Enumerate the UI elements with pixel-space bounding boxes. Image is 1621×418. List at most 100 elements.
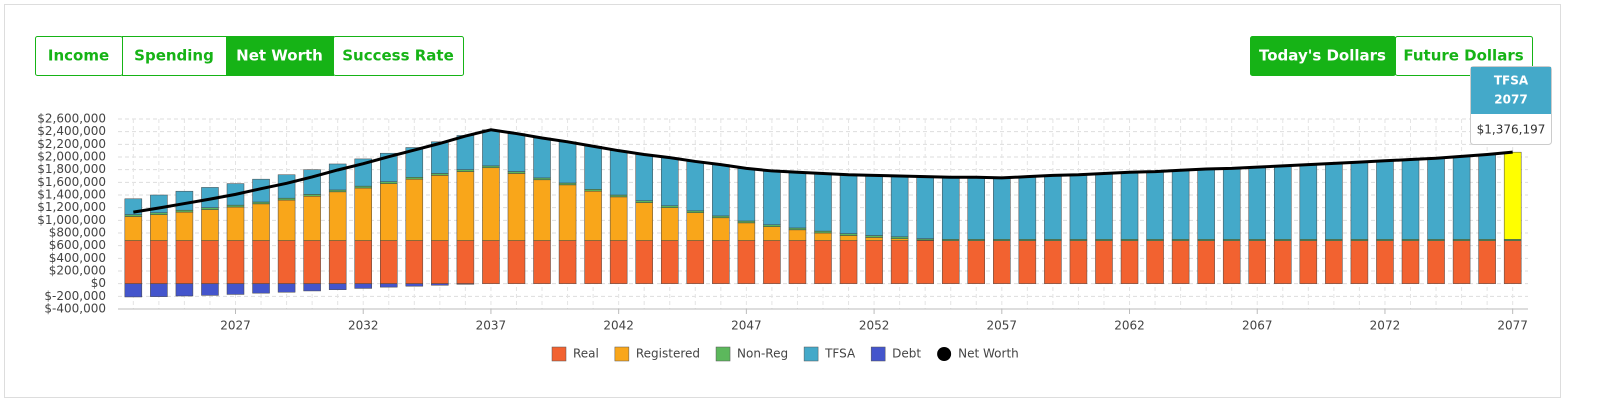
bar-segment <box>380 283 398 288</box>
bar-segment <box>1222 240 1241 284</box>
bar-segment <box>303 196 321 241</box>
bar-segment <box>303 194 321 197</box>
bar-segment <box>788 171 807 229</box>
bar-segment <box>124 283 143 298</box>
tab-label[interactable]: Today's Dollars <box>1259 47 1386 65</box>
bar-segment <box>380 183 398 241</box>
bar-segment <box>1350 161 1369 240</box>
bar-segment <box>1095 173 1113 240</box>
legend-label: TFSA <box>824 347 856 361</box>
bar-segment <box>558 184 577 241</box>
bar-segment <box>558 240 577 284</box>
bar-segment <box>150 214 168 241</box>
bar-segment <box>456 283 475 285</box>
bar-segment <box>150 240 168 284</box>
bar-segment <box>431 141 449 174</box>
legend-swatch <box>870 346 886 362</box>
bar-segment <box>226 240 245 284</box>
bar-segment <box>354 240 372 284</box>
bar-segment <box>175 240 194 284</box>
tab-label[interactable]: Future Dollars <box>1403 47 1523 65</box>
bar-segment <box>763 170 781 226</box>
bar-segment <box>431 175 449 241</box>
bar-segment <box>916 176 934 239</box>
y-tick-label: $1,600,000 <box>37 175 106 189</box>
bar-segment <box>303 240 321 284</box>
bar-segment <box>175 283 194 297</box>
x-tick-label: 2037 <box>476 319 507 333</box>
bar-segment <box>660 157 679 207</box>
x-tick-label: 2032 <box>348 319 379 333</box>
legend-swatch <box>715 346 731 362</box>
tab-button[interactable] <box>122 36 227 76</box>
bar-segment <box>150 212 168 215</box>
tab-label[interactable]: Net Worth <box>236 47 323 65</box>
tooltip-series: TFSA <box>1494 74 1529 88</box>
bar-segment <box>1146 171 1164 240</box>
bar-segment <box>609 240 628 284</box>
tab-button[interactable] <box>226 36 334 76</box>
bar-segment <box>763 240 781 284</box>
bar-segment <box>737 222 756 241</box>
bar-segment <box>686 161 705 212</box>
tab-label[interactable]: Spending <box>134 47 214 65</box>
bar-segment <box>405 283 424 287</box>
bar-segment <box>175 209 194 213</box>
bar-segment <box>737 220 756 224</box>
bar-segment <box>1478 240 1496 284</box>
bar-segment <box>1401 159 1420 240</box>
bar-segment <box>328 240 347 284</box>
bar-segment <box>1299 240 1318 284</box>
bar-segment <box>660 205 679 208</box>
bar-segment <box>226 283 245 295</box>
bar-segment <box>584 240 602 284</box>
bar-segment <box>763 226 781 241</box>
bar-segment <box>941 177 960 240</box>
tab-button[interactable] <box>1395 36 1533 76</box>
bar-segment <box>558 141 577 184</box>
bar-segment <box>1146 240 1164 284</box>
bar-segment <box>201 207 219 210</box>
bar-segment <box>507 173 526 241</box>
bar-segment <box>533 177 551 181</box>
bar-segment <box>609 150 628 196</box>
bar-segment <box>686 240 705 284</box>
bar-segment <box>609 196 628 241</box>
tab-label[interactable]: Income <box>48 47 109 65</box>
bar-segment <box>1018 176 1037 240</box>
bar-segment <box>1248 166 1266 240</box>
tab-button[interactable] <box>333 36 464 76</box>
bar-segment <box>635 200 653 203</box>
y-tick-label: $-400,000 <box>44 302 106 316</box>
bar-segment <box>226 206 245 241</box>
legend-label: Net Worth <box>958 347 1019 361</box>
bar-segment <box>1120 240 1139 284</box>
bar-segment <box>431 173 449 176</box>
legend-swatch <box>803 346 819 362</box>
bar-segment <box>226 204 245 208</box>
bar-segment <box>456 171 475 241</box>
bar-segment <box>354 187 372 241</box>
tooltip-value: $1,376,197 <box>1477 123 1546 137</box>
bar-segment <box>1197 240 1215 284</box>
bar-segment <box>1171 170 1190 240</box>
bar-segment <box>865 235 883 238</box>
bar-segment <box>456 240 475 284</box>
bar-segment <box>252 240 270 284</box>
bar-segment <box>328 189 347 193</box>
bar-segment <box>354 185 372 189</box>
bar-segment <box>431 283 449 286</box>
bar-segment <box>712 240 730 284</box>
x-tick-label: 2052 <box>859 319 890 333</box>
tooltip-header <box>1471 67 1551 114</box>
bar-segment <box>993 240 1011 284</box>
tab-label[interactable]: Success Rate <box>342 47 454 65</box>
bar-segment <box>660 240 679 284</box>
x-tick-label: 2042 <box>603 319 634 333</box>
bar-segment <box>252 283 270 294</box>
x-tick-label: 2047 <box>731 319 762 333</box>
bar-segment <box>941 240 960 284</box>
bar-segment <box>609 194 628 198</box>
bar-segment <box>201 283 219 296</box>
x-tick-label: 2072 <box>1370 319 1401 333</box>
